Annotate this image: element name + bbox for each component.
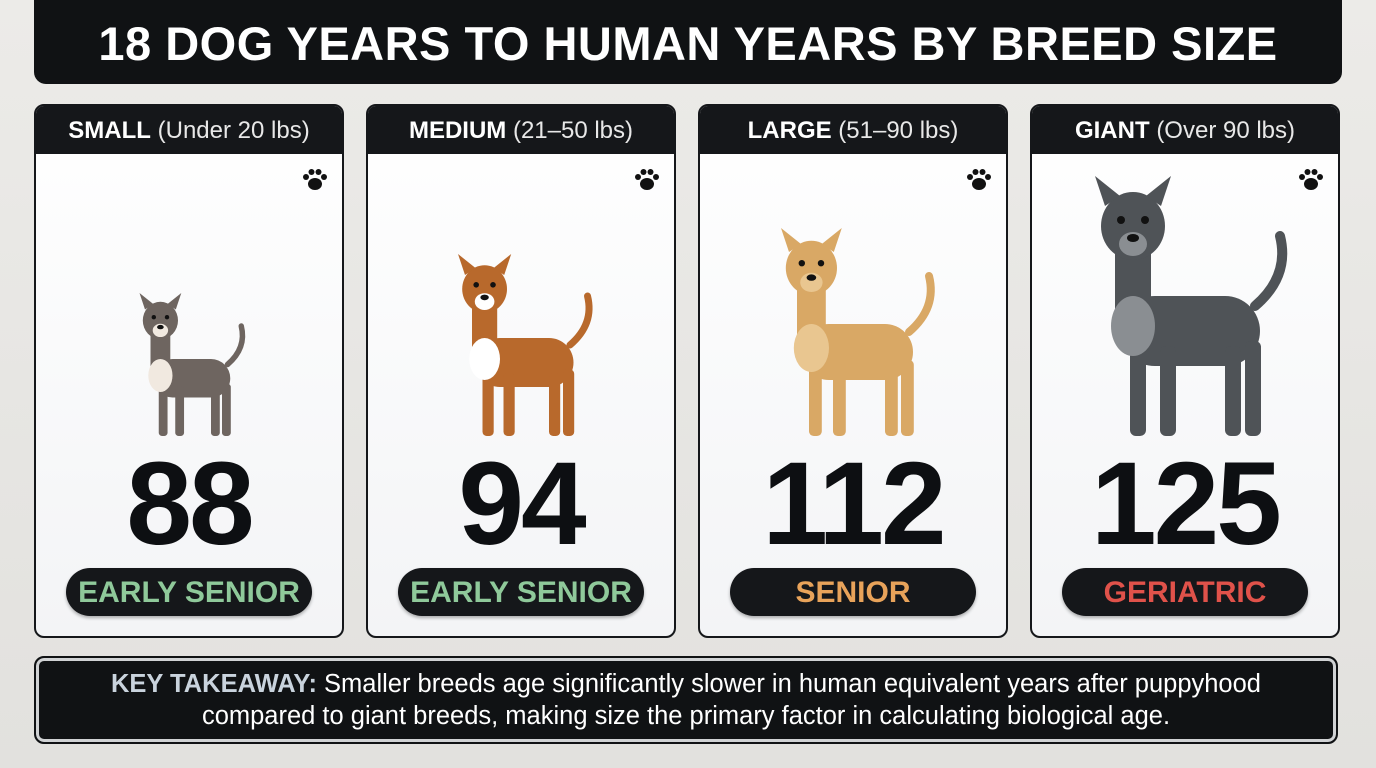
card-header: LARGE (51–90 lbs) xyxy=(700,106,1006,154)
status-pill: EARLY SENIOR xyxy=(66,568,312,616)
card-header: MEDIUM (21–50 lbs) xyxy=(368,106,674,154)
paw-icon xyxy=(303,169,327,190)
size-label: LARGE xyxy=(747,117,832,144)
status-pill: GERIATRIC xyxy=(1062,568,1308,616)
weight-label: (21–50 lbs) xyxy=(512,117,634,144)
paw-icon xyxy=(635,169,659,190)
dog-illustration xyxy=(1095,176,1288,436)
human-years: 88 xyxy=(126,438,254,570)
human-years: 112 xyxy=(762,438,946,570)
dog-illustration xyxy=(458,254,593,436)
status-pill: SENIOR xyxy=(730,568,976,616)
status-pill: EARLY SENIOR xyxy=(398,568,644,616)
takeaway-text-block: KEY TAKEAWAY: Smaller breeds age signifi… xyxy=(76,668,1296,732)
takeaway-label: KEY TAKEAWAY: xyxy=(111,670,317,698)
paw-icon xyxy=(1299,169,1323,190)
card: GIANT (Over 90 lbs) 125 GERIATRIC xyxy=(1030,104,1340,638)
dog-illustration xyxy=(139,293,246,436)
dog-illustration xyxy=(781,228,935,436)
card-header: SMALL (Under 20 lbs) xyxy=(36,106,342,154)
weight-label: (51–90 lbs) xyxy=(838,117,959,144)
card: LARGE (51–90 lbs) 112 SENIOR xyxy=(698,104,1008,638)
size-label: SMALL xyxy=(68,117,151,144)
card-header: GIANT (Over 90 lbs) xyxy=(1032,106,1338,154)
human-years: 94 xyxy=(458,438,586,570)
weight-label: (Under 20 lbs) xyxy=(157,117,310,144)
card: SMALL (Under 20 lbs) 88 EARLY SENIOR xyxy=(34,104,344,638)
human-years: 125 xyxy=(1091,438,1282,570)
paw-icon xyxy=(967,169,991,190)
weight-label: (Over 90 lbs) xyxy=(1156,117,1296,144)
size-label: GIANT xyxy=(1074,117,1150,144)
takeaway-text: Smaller breeds age significantly slower … xyxy=(201,670,1261,730)
title: 18 DOG YEARS TO HUMAN YEARS BY BREED SIZ… xyxy=(34,0,1342,84)
card: MEDIUM (21–50 lbs) 94 EARLY SENIOR xyxy=(366,104,676,638)
takeaway: KEY TAKEAWAY: Smaller breeds age signifi… xyxy=(34,656,1338,744)
size-label: MEDIUM xyxy=(408,117,507,144)
